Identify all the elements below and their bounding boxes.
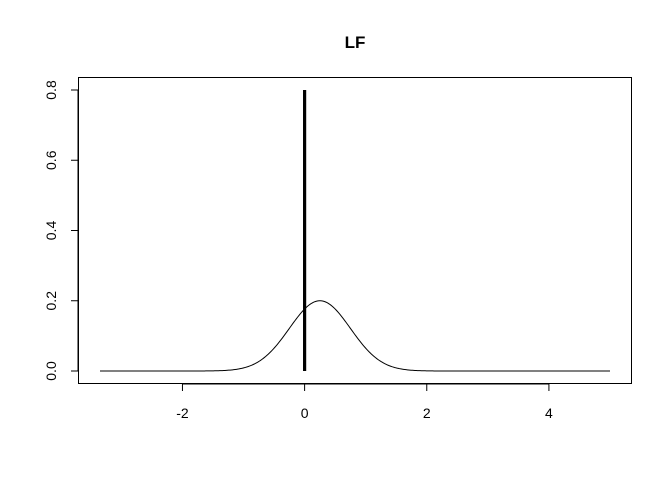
plot-area (100, 90, 610, 372)
x-tick-label: 2 (423, 405, 431, 421)
chart-title: LF (345, 33, 366, 52)
x-tick-label: 4 (545, 405, 553, 421)
x-tick-label: 0 (301, 405, 309, 421)
density-curve (100, 300, 610, 372)
x-axis: -2 0 2 4 (176, 383, 553, 421)
x-tick-label: -2 (176, 405, 189, 421)
y-tick-label: 0.6 (43, 150, 59, 170)
y-tick-label: 0.4 (43, 221, 59, 241)
y-tick-label: 0.0 (43, 361, 59, 381)
y-axis: 0.0 0.2 0.4 0.6 0.8 (43, 80, 79, 381)
y-tick-label: 0.8 (43, 80, 59, 100)
y-tick-label: 0.2 (43, 291, 59, 311)
plot-frame (78, 77, 632, 384)
